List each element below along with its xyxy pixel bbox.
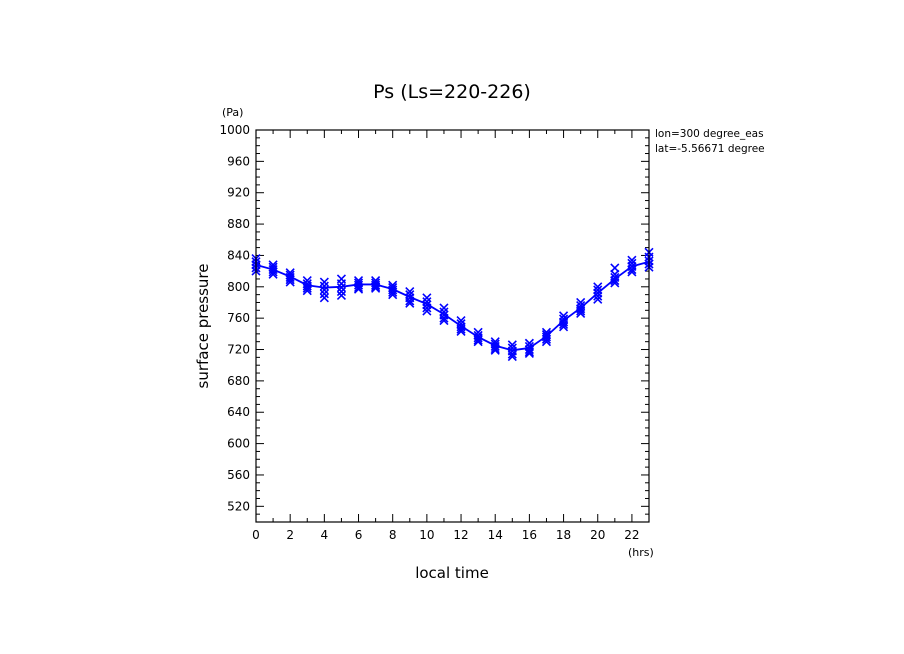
data-point <box>524 348 534 359</box>
x-tick-label: 8 <box>389 528 397 542</box>
data-point <box>319 281 329 291</box>
axis-ticks: 5205606006406807207608008408809209601000… <box>219 123 650 542</box>
data-point <box>576 308 586 319</box>
y-tick-label: 600 <box>227 437 250 451</box>
data-point <box>541 337 552 347</box>
data-point <box>456 324 466 334</box>
data-point <box>490 344 500 354</box>
x-tick-label: 20 <box>590 528 605 542</box>
x-tick-label: 4 <box>321 528 329 542</box>
data-point <box>524 347 534 357</box>
data-point <box>422 293 432 303</box>
y-tick-label: 840 <box>227 248 250 262</box>
data-point <box>627 267 637 277</box>
y-tick-label: 1000 <box>219 123 250 137</box>
data-point <box>490 341 500 351</box>
chart-title: Ps (Ls=220-226) <box>373 81 531 103</box>
x-tick-label: 22 <box>624 528 639 542</box>
data-point <box>610 275 620 286</box>
data-point <box>558 322 569 332</box>
y-tick-label: 800 <box>227 280 250 294</box>
data-point <box>388 290 398 300</box>
data-point <box>302 283 312 293</box>
data-point <box>319 285 329 295</box>
data-point <box>353 280 364 290</box>
x-tick-label: 18 <box>556 528 571 542</box>
data-point <box>456 326 466 337</box>
data-point <box>371 280 381 290</box>
data-point <box>268 269 278 279</box>
y-axis-title: surface pressure <box>194 264 212 389</box>
data-point <box>336 279 347 289</box>
data-point <box>388 287 398 297</box>
data-point <box>610 278 620 288</box>
data-point <box>507 352 517 362</box>
data-point <box>576 306 586 316</box>
data-point <box>439 313 449 323</box>
data-point <box>353 284 364 294</box>
x-tick-label: 14 <box>488 528 503 542</box>
x-tick-label: 0 <box>252 528 260 542</box>
y-tick-label: 920 <box>227 186 250 200</box>
plot-frame <box>255 129 650 523</box>
annotation-lon: lon=300 degree_eas <box>655 128 764 140</box>
data-point <box>302 286 312 296</box>
data-point <box>558 319 569 329</box>
data-point <box>319 289 329 299</box>
data-point <box>541 334 552 344</box>
x-tick-label: 6 <box>355 528 363 542</box>
data-point <box>439 303 449 313</box>
data-point <box>627 264 637 275</box>
x-axis-title: local time <box>415 564 489 582</box>
data-point <box>422 303 432 313</box>
x-tick-label: 2 <box>286 528 294 542</box>
data-point <box>336 286 347 297</box>
data-point <box>336 283 347 293</box>
data-point <box>593 291 603 301</box>
y-tick-label: 560 <box>227 468 250 482</box>
y-tick-label: 680 <box>227 374 250 388</box>
data-point <box>422 306 432 316</box>
data-point <box>319 293 329 303</box>
y-tick-label: 720 <box>227 343 250 357</box>
data-point <box>405 298 415 308</box>
x-unit-label: (hrs) <box>628 546 654 559</box>
y-unit-label: (Pa) <box>222 106 243 119</box>
x-tick-label: 12 <box>453 528 468 542</box>
data-point <box>405 296 415 306</box>
data-point <box>507 349 517 359</box>
data-point <box>353 283 364 293</box>
data-point <box>268 267 278 277</box>
y-tick-label: 880 <box>227 217 250 231</box>
y-tick-label: 760 <box>227 311 250 325</box>
x-tick-label: 16 <box>522 528 537 542</box>
data-point <box>593 294 603 304</box>
data-point <box>336 290 347 300</box>
data-point <box>490 345 500 355</box>
data-point <box>473 335 483 345</box>
y-tick-label: 520 <box>227 499 250 513</box>
data-point <box>371 283 381 293</box>
x-tick-label: 10 <box>419 528 434 542</box>
data-point <box>285 277 295 287</box>
data-point <box>473 333 483 343</box>
data-point <box>371 282 381 292</box>
annotation-lat: lat=-5.56671 degree <box>655 143 765 155</box>
data-point <box>285 275 295 285</box>
y-tick-label: 640 <box>227 405 250 419</box>
data-point <box>439 315 449 326</box>
data-point <box>473 337 483 347</box>
y-tick-label: 960 <box>227 154 250 168</box>
data-point <box>524 344 534 355</box>
data-point <box>319 277 329 287</box>
